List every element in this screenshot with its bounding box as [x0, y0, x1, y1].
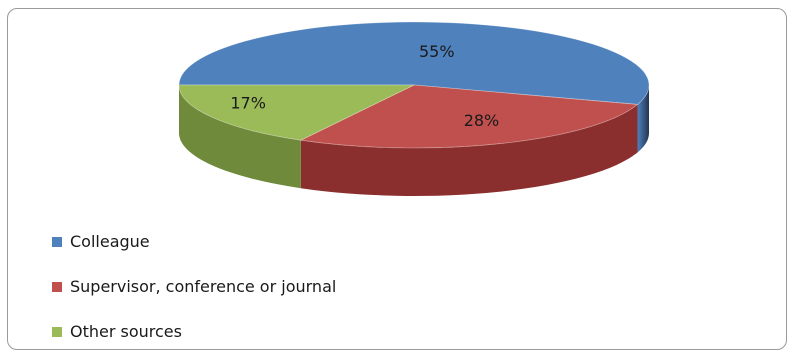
legend-item-colleague: Colleague — [52, 219, 336, 264]
legend-label-colleague: Colleague — [70, 232, 150, 251]
pie-chart: 55% 28% 17% — [178, 21, 650, 196]
legend-swatch-other — [52, 326, 62, 337]
legend-item-supervisor: Supervisor, conference or journal — [52, 264, 336, 309]
slice-label-other: 17% — [230, 94, 266, 113]
legend-label-other: Other sources — [70, 322, 182, 341]
legend: Colleague Supervisor, conference or jour… — [52, 219, 336, 354]
slice-side-supervisor — [300, 104, 638, 196]
slice-supervisor — [299, 84, 639, 149]
pie-slices — [178, 21, 650, 149]
slice-label-supervisor: 28% — [464, 111, 500, 130]
chart-frame: 55% 28% 17% Colleague Supervisor, conferen… — [7, 8, 787, 350]
slice-side-colleague — [637, 85, 649, 153]
pie-labels: 55% 28% 17% — [230, 42, 499, 130]
slice-label-colleague: 55% — [419, 42, 455, 61]
legend-label-supervisor: Supervisor, conference or journal — [70, 277, 337, 296]
legend-swatch-colleague — [52, 236, 62, 247]
pie-sides — [179, 85, 649, 196]
slice-other — [178, 84, 415, 141]
legend-swatch-supervisor — [52, 281, 62, 292]
slice-colleague — [178, 21, 650, 105]
slice-side-other — [179, 85, 301, 189]
legend-item-other: Other sources — [52, 309, 336, 354]
